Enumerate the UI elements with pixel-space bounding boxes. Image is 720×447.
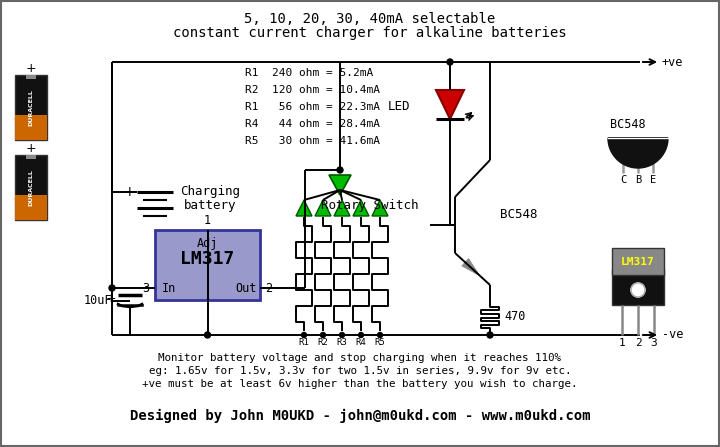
Text: +: + [26,143,36,156]
Polygon shape [372,200,388,216]
Text: constant current charger for alkaline batteries: constant current charger for alkaline ba… [174,26,567,40]
Text: eg: 1.65v for 1.5v, 3.3v for two 1.5v in series, 9.9v for 9v etc.: eg: 1.65v for 1.5v, 3.3v for two 1.5v in… [149,366,571,376]
Text: +ve must be at least 6v higher than the battery you wish to charge.: +ve must be at least 6v higher than the … [143,379,577,389]
Bar [15,115,47,140]
Circle shape [359,333,364,337]
Text: Rotary Switch: Rotary Switch [321,198,419,211]
Bar [155,230,260,300]
Text: R4   44 ohm = 28.4mA: R4 44 ohm = 28.4mA [245,119,380,129]
Text: DURACELL: DURACELL [29,89,34,126]
Text: R1  240 ohm = 5.2mA: R1 240 ohm = 5.2mA [245,68,373,78]
Text: 1: 1 [618,338,626,348]
Text: Adj: Adj [197,237,218,250]
Text: BC548: BC548 [500,208,538,222]
Bar [612,248,664,275]
Text: Charging: Charging [180,186,240,198]
Text: 1: 1 [204,215,211,228]
Polygon shape [608,138,668,168]
Text: +ve: +ve [662,55,683,68]
Bar [26,75,36,79]
Text: 3: 3 [143,282,150,295]
Text: -ve: -ve [662,329,683,342]
Bar [26,155,36,159]
Text: 470: 470 [504,311,526,324]
Polygon shape [353,200,369,216]
Text: R1   56 ohm = 22.3mA: R1 56 ohm = 22.3mA [245,102,380,112]
Text: 5, 10, 20, 30, 40mA selectable: 5, 10, 20, 30, 40mA selectable [244,12,495,26]
Polygon shape [436,90,464,119]
Text: B: B [635,175,641,185]
Text: R5: R5 [374,338,385,347]
Text: C: C [620,175,626,185]
Text: +: + [105,291,116,304]
Polygon shape [315,200,331,216]
Text: 2: 2 [266,282,273,295]
Text: R1: R1 [299,338,310,347]
Bar [15,155,47,220]
Text: Designed by John M0UKD - john@m0ukd.com - www.m0ukd.com: Designed by John M0UKD - john@m0ukd.com … [130,409,590,423]
Text: LM317: LM317 [621,257,655,267]
Circle shape [320,333,325,337]
Text: R5   30 ohm = 41.6mA: R5 30 ohm = 41.6mA [245,136,380,146]
Polygon shape [462,258,480,276]
Circle shape [204,332,210,338]
Circle shape [109,285,115,291]
Text: R2  120 ohm = 10.4mA: R2 120 ohm = 10.4mA [245,85,380,95]
Text: Out: Out [235,282,257,295]
Text: E: E [650,175,656,185]
Bar [612,269,664,305]
Text: R3: R3 [337,338,347,347]
Text: R2: R2 [318,338,328,347]
Circle shape [302,333,307,337]
Text: R4: R4 [356,338,366,347]
Text: +: + [26,63,36,76]
Text: BC548: BC548 [610,118,646,131]
Text: 3: 3 [651,338,657,348]
Text: 10uF: 10uF [84,295,112,308]
Text: LM317: LM317 [180,250,235,268]
Text: 2: 2 [634,338,642,348]
Polygon shape [296,200,312,216]
Bar [15,195,47,220]
Circle shape [340,333,344,337]
Text: +: + [123,185,135,199]
Circle shape [631,283,645,297]
Circle shape [487,332,493,338]
Text: In: In [162,282,176,295]
Text: Monitor battery voltage and stop charging when it reaches 110%: Monitor battery voltage and stop chargin… [158,353,562,363]
Circle shape [377,333,382,337]
Bar [15,75,47,140]
Polygon shape [334,200,350,216]
Text: battery: battery [184,198,236,211]
Polygon shape [329,175,351,195]
Circle shape [337,167,343,173]
Text: LED: LED [387,101,410,114]
Circle shape [447,59,453,65]
Text: DURACELL: DURACELL [29,169,34,206]
